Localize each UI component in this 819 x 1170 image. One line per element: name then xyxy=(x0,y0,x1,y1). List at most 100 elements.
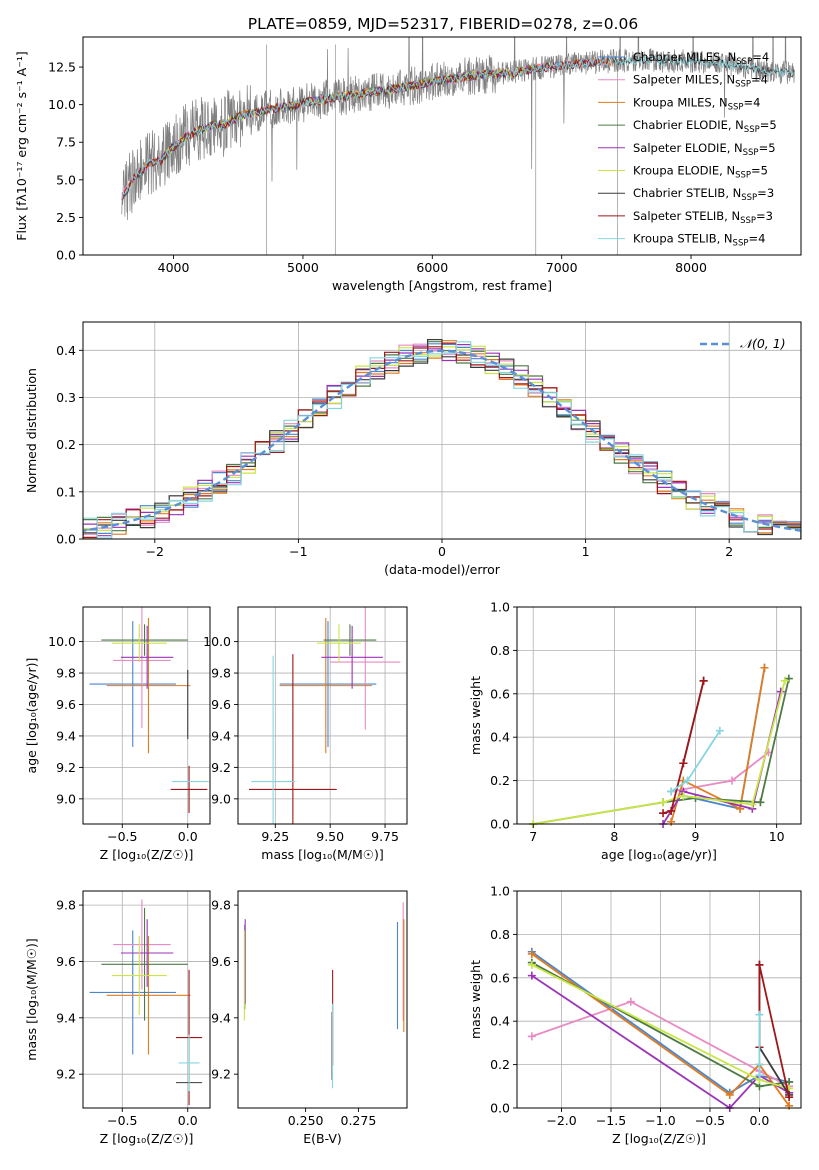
panel-spectrum: 4000 5000 6000 7000 8000 0.0 2.5 5.0 7.5 10.0 12.5… xyxy=(14,36,802,293)
y-tick-label: 9.8 xyxy=(211,898,231,913)
legend-label: Salpeter MILES, NSSP=4 xyxy=(633,73,768,90)
weight-marker xyxy=(755,1071,764,1080)
x-axis-label: wavelength [Angstrom, rest frame] xyxy=(332,278,552,293)
x-tick-label: 0.275 xyxy=(341,1113,377,1128)
y-tick-label: 10.0 xyxy=(48,634,76,649)
errorbar-chabrier-miles xyxy=(89,930,176,1055)
weight-marker xyxy=(785,1093,794,1102)
legend-nssp-eq: = xyxy=(756,209,766,223)
frame-mass_vs_Z: −0.5 0.0 9.2 9.4 9.6 9.8 Z [log₁₀(Z/Z☉)] mass [… xyxy=(24,890,211,1146)
axes-frame xyxy=(516,890,802,1109)
errorbars xyxy=(248,607,401,824)
legend-label: 𝒩(0, 1) xyxy=(740,336,786,351)
x-tick-label: 0.0 xyxy=(178,829,198,844)
y-tick-label: 0.2 xyxy=(490,1057,510,1072)
legend-model-name: Kroupa MILES xyxy=(633,95,712,109)
legend-nssp-prefix: , N xyxy=(712,95,728,109)
x-tick-label: 8 xyxy=(610,829,618,844)
legend-nssp-prefix: , N xyxy=(725,186,741,200)
model-line-kroupa-stelib xyxy=(121,54,795,200)
legend-nssp-value: 5 xyxy=(768,141,775,155)
errorbar-chabrier-elodie xyxy=(101,907,188,1021)
y-tick-label: 0.4 xyxy=(490,730,510,745)
weight-marker xyxy=(679,759,688,768)
y-tick-label: 0.2 xyxy=(490,773,510,788)
y-tick-label: 0.6 xyxy=(490,686,510,701)
legend-label: Salpeter STELIB, NSSP=3 xyxy=(633,209,773,226)
errorbar-salpeter-elodie xyxy=(120,625,174,689)
weight-lines xyxy=(529,663,793,828)
errorbars xyxy=(89,899,203,1106)
weight-marker xyxy=(659,798,668,807)
panel-mass_vs_ebv: 0.250 0.275 9.2 9.4 9.6 9.8 E(B-V) xyxy=(211,890,408,1146)
frame-age_vs_Z: −0.5 0.0 9.0 9.2 9.4 9.6 9.8 10.0 Z [log₁₀(Z/Z☉)… xyxy=(24,606,211,862)
weight-marker xyxy=(527,971,536,980)
y-tick-label: 0.4 xyxy=(490,1014,510,1029)
y-tick-label: 9.2 xyxy=(56,760,76,775)
legend-nssp-subscript: SSP xyxy=(744,125,760,135)
errorbar-salpeter-elodie xyxy=(321,625,383,689)
legend-nssp-subscript: SSP xyxy=(743,148,759,158)
errorbar-kroupa-miles xyxy=(106,618,191,754)
y-tick-label: 9.4 xyxy=(56,728,76,743)
weight-marker xyxy=(667,817,676,826)
legend-nssp-value: 5 xyxy=(769,118,776,132)
x-axis-label: mass [log₁₀(M/M☉)] xyxy=(261,847,383,862)
model-line-salpeter-stelib xyxy=(121,56,613,200)
y-tick-label: 12.5 xyxy=(48,60,76,75)
y-tick-label: 9.2 xyxy=(56,1067,76,1082)
x-tick-label: 2 xyxy=(725,544,733,559)
legend-model-name: Kroupa STELIB xyxy=(633,232,717,246)
weight-series-kroupa-stelib xyxy=(667,726,724,796)
legend-model-name: Chabrier MILES xyxy=(633,50,720,64)
y-tick-label: 0.2 xyxy=(56,437,76,452)
grid-mass_vs_Z xyxy=(83,891,210,1108)
legend-nssp-eq: = xyxy=(748,232,758,246)
legend-nssp-subscript: SSP xyxy=(736,57,752,67)
errorbar-salpeter-miles xyxy=(113,607,171,729)
weight-line xyxy=(531,1000,790,1088)
legend-nssp-prefix: , N xyxy=(728,118,744,132)
frame-weight_vs_Z: −2.0 −1.5 −1.0 −0.5 0.0 0.0 0.2 0.4 0.6 0.8 1.0 Z [… xyxy=(468,884,802,1146)
y-tick-label: 9.8 xyxy=(56,666,76,681)
x-tick-label: −0.5 xyxy=(107,829,137,844)
plot-area-mass_vs_ebv xyxy=(243,902,405,1089)
legend-model-name: Salpeter STELIB xyxy=(633,209,724,223)
x-tick-label: 9.75 xyxy=(371,829,399,844)
legend-nssp-eq: = xyxy=(757,186,767,200)
weight-line xyxy=(671,751,770,793)
legend-label: Kroupa ELODIE, NSSP=5 xyxy=(633,164,768,181)
frame-weight_vs_age: 7 8 9 10 0.0 0.2 0.4 0.6 0.8 1.0 age [log₁₀(age/yr… xyxy=(468,600,802,862)
legend-label: Kroupa STELIB, NSSP=4 xyxy=(633,232,765,249)
y-tick-label: 9.2 xyxy=(211,760,231,775)
y-tick-label: 1.0 xyxy=(490,884,510,899)
x-tick-label: 7 xyxy=(529,829,537,844)
weight-marker xyxy=(527,949,536,958)
weight-lines xyxy=(527,947,794,1112)
x-tick-label: 4000 xyxy=(158,260,190,275)
legend-nssp-value: 3 xyxy=(767,186,774,200)
weight-marker xyxy=(755,1010,764,1019)
plot-area-age_vs_Z xyxy=(89,607,209,813)
x-axis-label: Z [log₁₀(Z/Z☉)] xyxy=(100,1131,194,1146)
errorbar-kroupa-stelib xyxy=(251,655,296,824)
x-tick-label: 10 xyxy=(769,829,785,844)
legend-model-name: Salpeter ELODIE xyxy=(633,141,727,155)
legend-nssp-value: 4 xyxy=(761,73,768,87)
legend-model-name: Chabrier ELODIE xyxy=(633,118,728,132)
y-tick-label: 9.2 xyxy=(211,1067,231,1082)
errorbar-salpeter-stelib xyxy=(248,654,337,824)
weight-series-kroupa-elodie xyxy=(529,676,789,828)
spectrum-lines xyxy=(121,37,795,255)
weight-marker xyxy=(760,663,769,672)
axes-frame xyxy=(237,890,408,1109)
legend-nssp-subscript: SSP xyxy=(740,216,756,226)
weight-marker xyxy=(683,776,692,785)
legend-label: Chabrier ELODIE, NSSP=5 xyxy=(633,118,777,135)
legend-nssp-eq: = xyxy=(760,118,770,132)
y-tick-label: 1.0 xyxy=(490,600,510,615)
x-tick-label: −1.0 xyxy=(645,1113,675,1128)
y-tick-label: 0.0 xyxy=(56,532,76,547)
legend-nssp-prefix: , N xyxy=(717,232,733,246)
